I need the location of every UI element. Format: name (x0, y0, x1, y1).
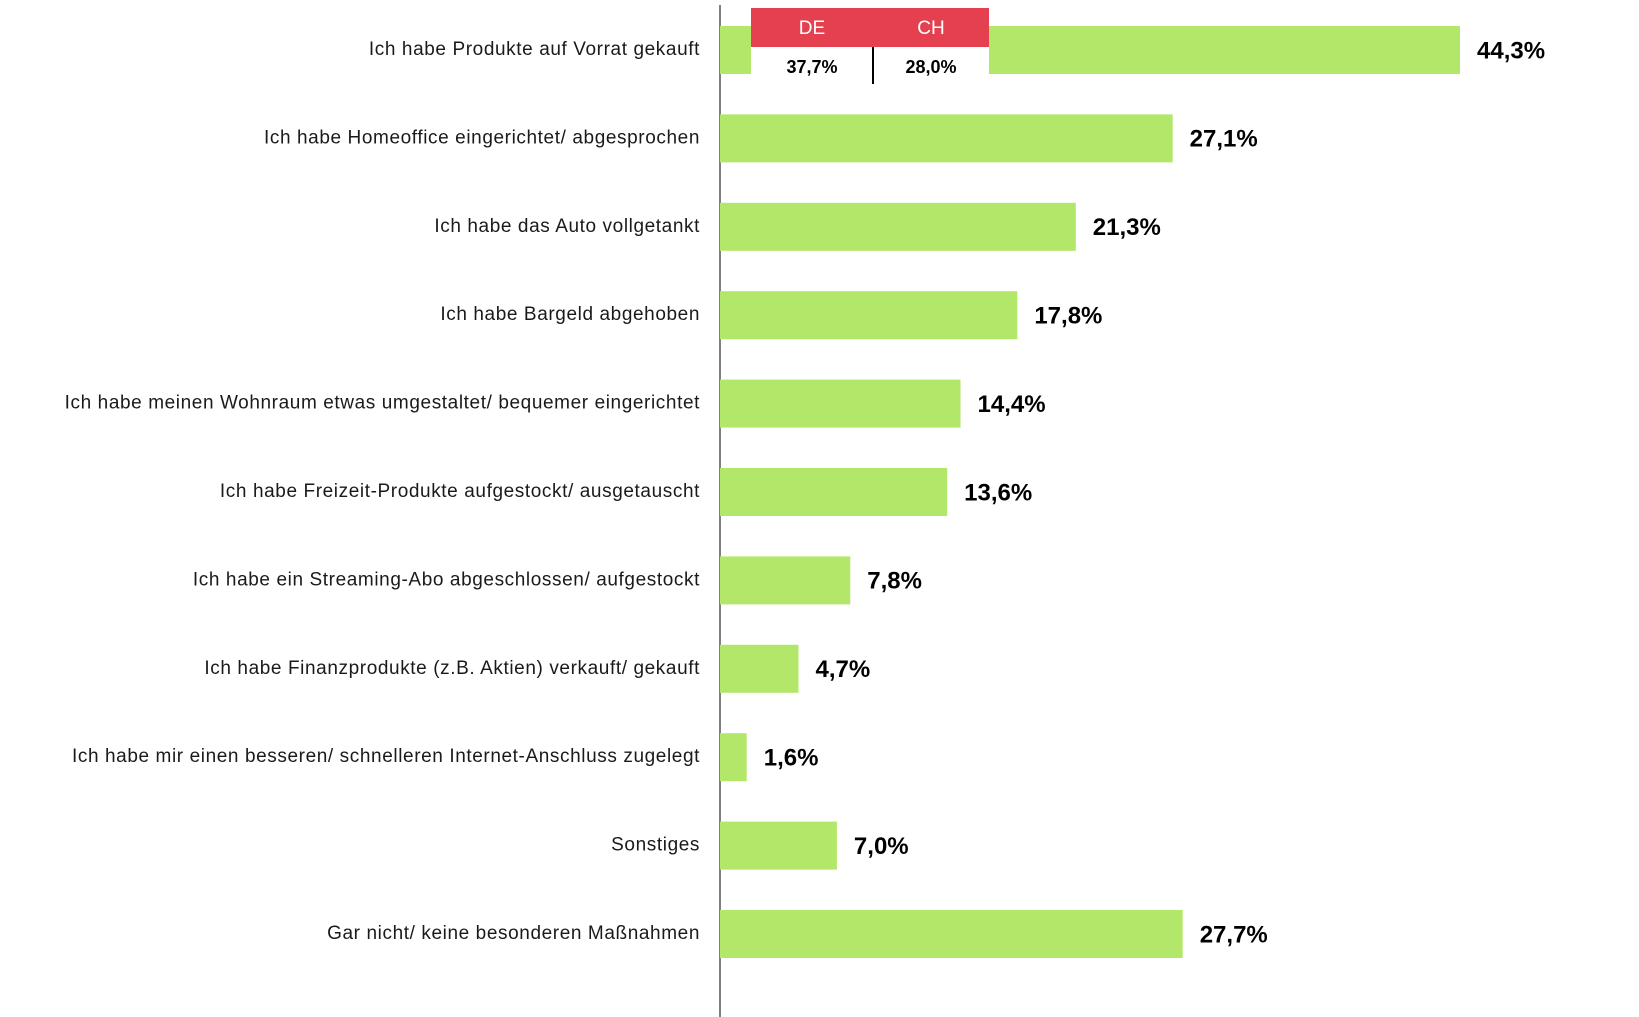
value-label: 4,7% (816, 656, 871, 683)
bar (720, 644, 799, 693)
value-label: 27,7% (1200, 921, 1268, 948)
inset-header (751, 8, 989, 47)
value-label: 13,6% (964, 479, 1032, 506)
value-label: 21,3% (1093, 214, 1161, 241)
inset-header-label: DE (799, 18, 825, 39)
value-label: 44,3% (1477, 37, 1545, 64)
category-label: Ich habe Bargeld abgehoben (440, 304, 700, 325)
bar (720, 556, 851, 605)
category-label: Ich habe Freizeit-Produkte aufgestockt/ … (220, 481, 700, 502)
inset-value: 37,7% (786, 57, 837, 77)
category-label: Ich habe ein Streaming-Abo abgeschlossen… (193, 569, 700, 590)
category-label: Ich habe Finanzprodukte (z.B. Aktien) ve… (204, 658, 700, 679)
value-label: 27,1% (1190, 126, 1258, 153)
bar (720, 821, 837, 870)
value-label: 1,6% (764, 745, 819, 772)
inset-header-label: CH (917, 18, 944, 39)
category-label: Ich habe Produkte auf Vorrat gekauft (369, 39, 700, 60)
value-label: 17,8% (1034, 303, 1102, 330)
category-label: Ich habe mir einen besseren/ schnelleren… (72, 746, 700, 767)
value-label: 7,0% (854, 833, 909, 860)
bar (720, 379, 961, 428)
bar (720, 291, 1018, 340)
category-label: Ich habe Homeoffice eingerichtet/ abgesp… (264, 127, 700, 148)
bar (720, 202, 1076, 251)
category-label: Ich habe das Auto vollgetankt (434, 216, 700, 237)
value-label: 14,4% (978, 391, 1046, 418)
category-label: Sonstiges (611, 835, 700, 856)
value-label: 7,8% (867, 568, 922, 595)
bar (720, 910, 1183, 958)
inset-background (751, 47, 989, 85)
bar (720, 114, 1173, 163)
bar (720, 733, 747, 782)
bar (720, 468, 948, 516)
category-label: Gar nicht/ keine besonderen Maßnahmen (327, 923, 700, 944)
inset-value: 28,0% (905, 57, 956, 77)
category-label: Ich habe meinen Wohnraum etwas umgestalt… (65, 393, 700, 414)
